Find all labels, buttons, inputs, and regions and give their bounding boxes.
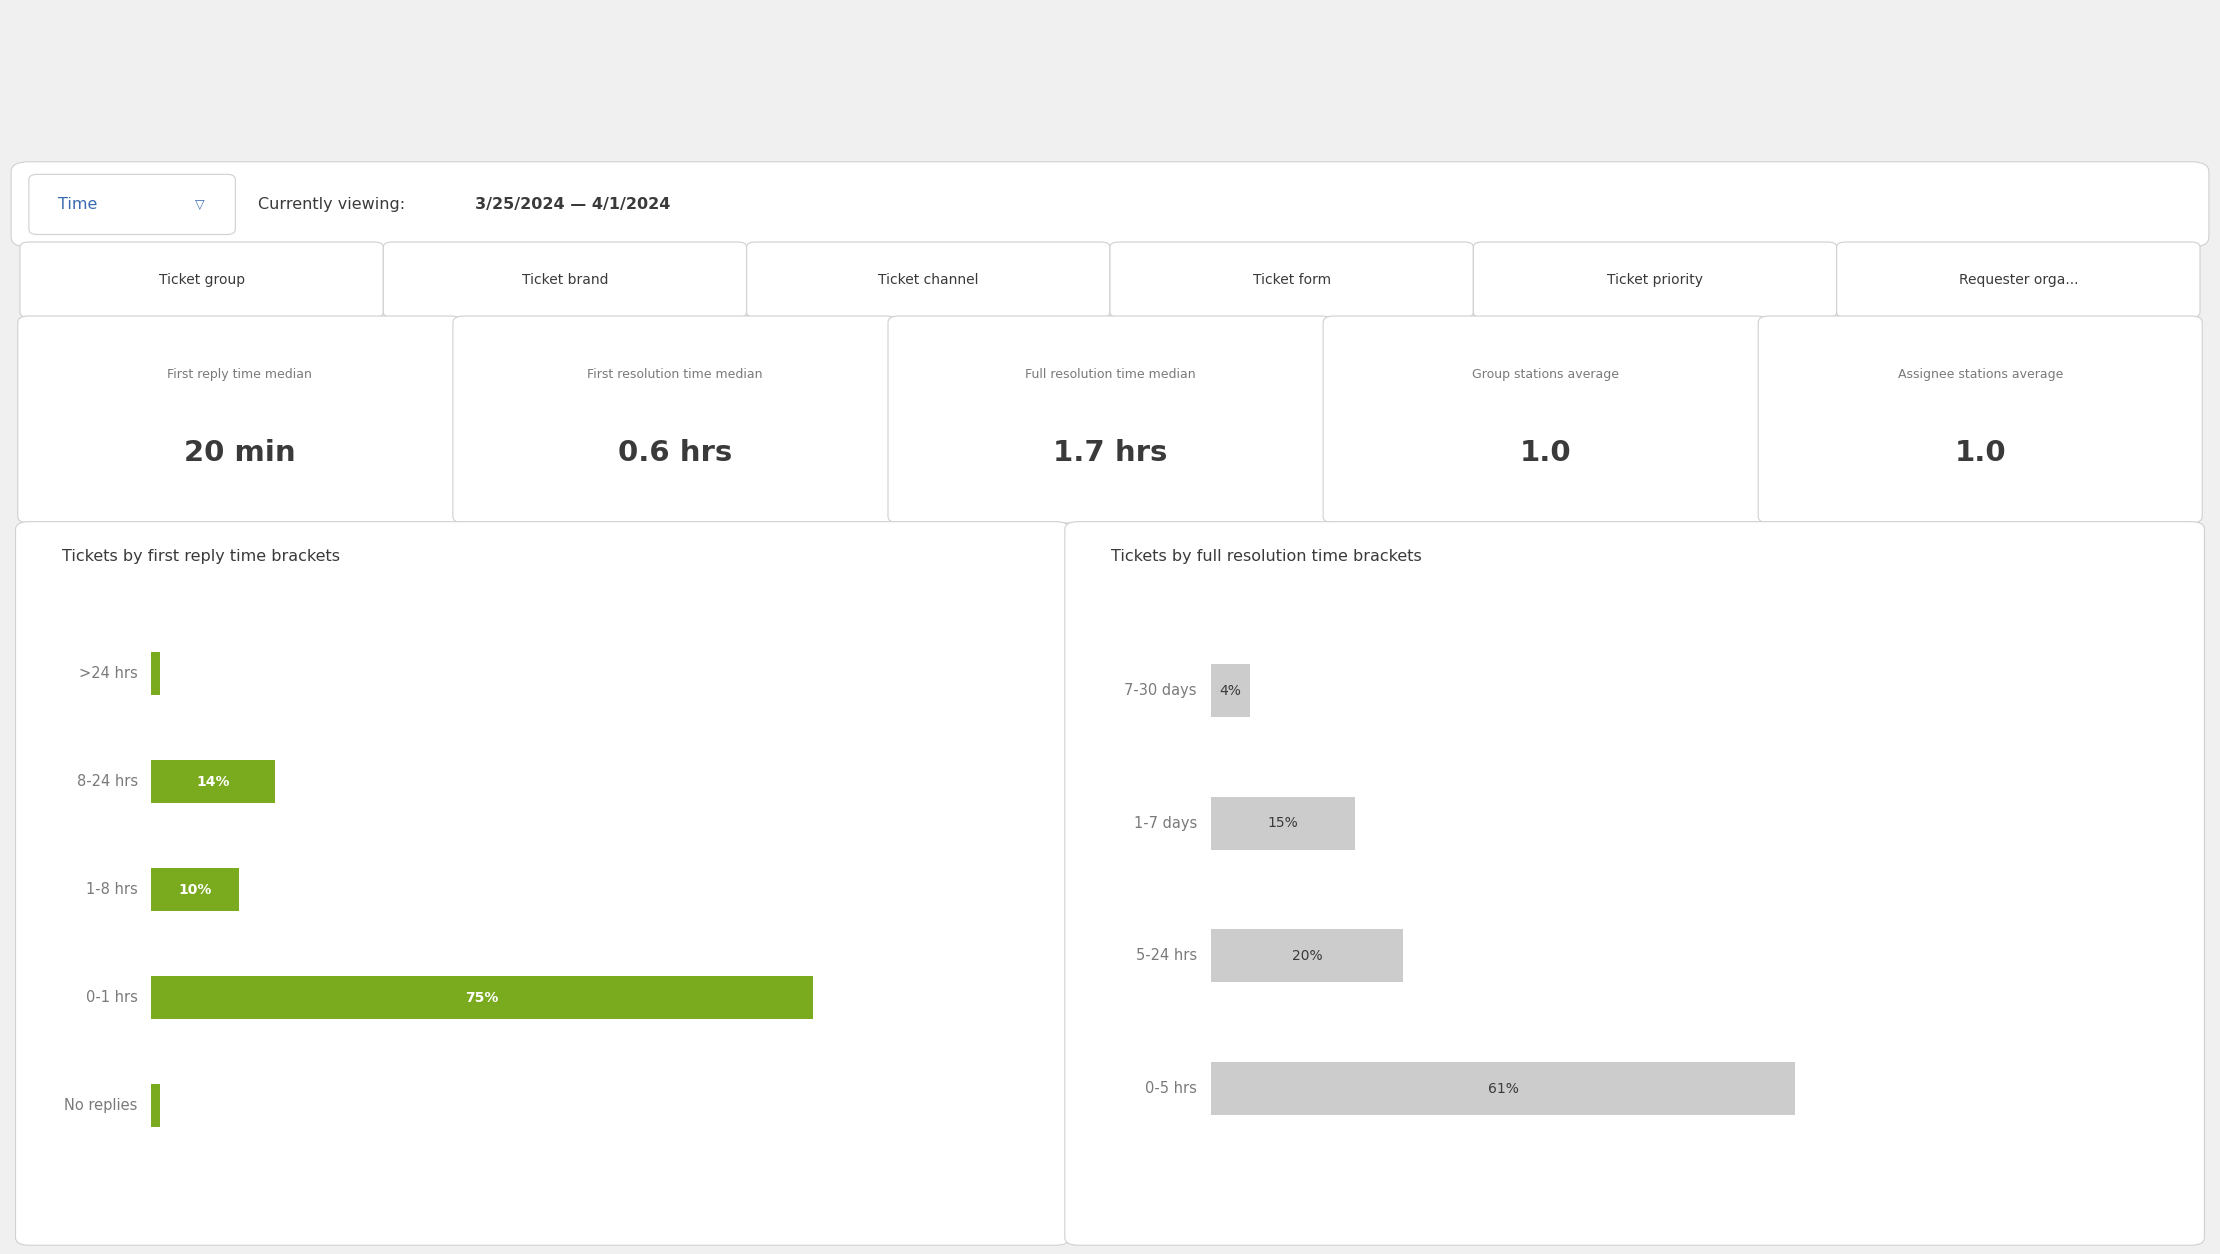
FancyBboxPatch shape — [746, 242, 1110, 317]
FancyBboxPatch shape — [1323, 316, 1767, 523]
Bar — [151, 976, 813, 1020]
Text: Assignee stations average: Assignee stations average — [1898, 369, 2062, 381]
Text: 0-1 hrs: 0-1 hrs — [87, 991, 138, 1006]
FancyBboxPatch shape — [20, 242, 384, 317]
Text: Ticket form: Ticket form — [1252, 272, 1330, 287]
Text: First reply time median: First reply time median — [166, 369, 313, 381]
Text: ▽: ▽ — [195, 198, 204, 211]
Bar — [151, 760, 275, 804]
FancyBboxPatch shape — [384, 242, 746, 317]
FancyBboxPatch shape — [1474, 242, 1836, 317]
Bar — [1212, 665, 1250, 717]
Text: Requester orga...: Requester orga... — [1958, 272, 2078, 287]
Text: Tickets by full resolution time brackets: Tickets by full resolution time brackets — [1112, 549, 1423, 564]
FancyBboxPatch shape — [1758, 316, 2202, 523]
FancyBboxPatch shape — [888, 316, 1332, 523]
Text: 3/25/2024 — 4/1/2024: 3/25/2024 — 4/1/2024 — [475, 197, 670, 212]
Text: Currently viewing:: Currently viewing: — [258, 197, 411, 212]
Text: Ticket priority: Ticket priority — [1607, 272, 1703, 287]
Text: 20 min: 20 min — [184, 439, 295, 466]
Text: Tickets by first reply time brackets: Tickets by first reply time brackets — [62, 549, 340, 564]
Text: 0-5 hrs: 0-5 hrs — [1146, 1081, 1197, 1096]
Text: 1.0: 1.0 — [1518, 439, 1572, 466]
Text: 15%: 15% — [1268, 816, 1299, 830]
FancyBboxPatch shape — [29, 174, 235, 234]
Text: >24 hrs: >24 hrs — [80, 666, 138, 681]
Text: Ticket channel: Ticket channel — [879, 272, 979, 287]
Text: No replies: No replies — [64, 1099, 138, 1114]
Text: 1-8 hrs: 1-8 hrs — [87, 883, 138, 897]
FancyBboxPatch shape — [1836, 242, 2200, 317]
Bar — [151, 1083, 160, 1127]
Text: 4%: 4% — [1219, 683, 1241, 698]
Text: 8-24 hrs: 8-24 hrs — [78, 774, 138, 789]
Text: Ticket group: Ticket group — [158, 272, 244, 287]
Text: 75%: 75% — [466, 991, 500, 1004]
Bar — [1212, 798, 1354, 850]
Text: 14%: 14% — [195, 775, 229, 789]
Text: 5-24 hrs: 5-24 hrs — [1137, 948, 1197, 963]
FancyBboxPatch shape — [1066, 522, 2204, 1245]
Text: Ticket brand: Ticket brand — [522, 272, 608, 287]
Bar — [1212, 1062, 1796, 1115]
Text: Full resolution time median: Full resolution time median — [1026, 369, 1194, 381]
Bar — [151, 868, 240, 912]
Bar — [151, 652, 160, 696]
FancyBboxPatch shape — [16, 522, 1070, 1245]
Text: Time: Time — [58, 197, 98, 212]
Bar — [1212, 929, 1403, 982]
Text: 1.7 hrs: 1.7 hrs — [1052, 439, 1168, 466]
FancyBboxPatch shape — [453, 316, 897, 523]
Text: First resolution time median: First resolution time median — [586, 369, 764, 381]
Text: 7-30 days: 7-30 days — [1126, 683, 1197, 698]
Text: 0.6 hrs: 0.6 hrs — [617, 439, 733, 466]
Text: 61%: 61% — [1487, 1081, 1518, 1096]
Text: 1.0: 1.0 — [1954, 439, 2007, 466]
FancyBboxPatch shape — [1110, 242, 1474, 317]
Text: 1-7 days: 1-7 days — [1134, 816, 1197, 831]
Text: Group stations average: Group stations average — [1472, 369, 1618, 381]
FancyBboxPatch shape — [11, 162, 2209, 247]
Text: 10%: 10% — [178, 883, 211, 897]
Text: 20%: 20% — [1292, 949, 1323, 963]
FancyBboxPatch shape — [18, 316, 462, 523]
